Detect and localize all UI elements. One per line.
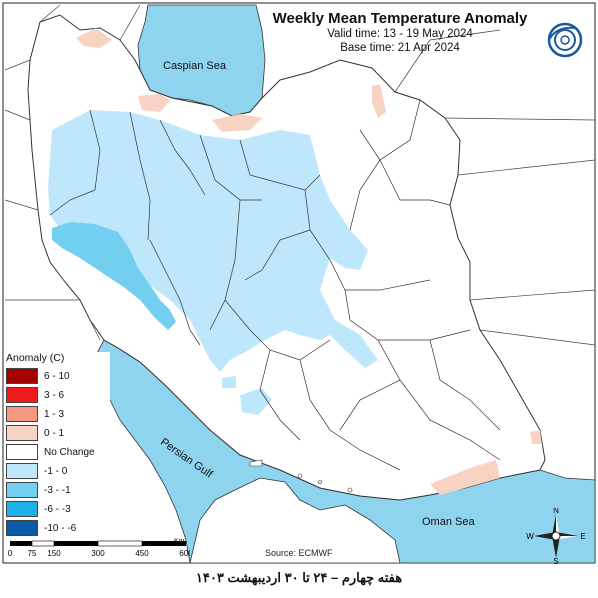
map-title: Weekly Mean Temperature Anomaly <box>272 10 528 27</box>
legend-swatch <box>6 501 38 517</box>
warm-patch-gilan <box>138 94 170 112</box>
organization-logo-icon <box>547 22 583 58</box>
legend-rows: 6 - 10 3 - 6 1 - 3 0 - 1 No Change -1 - 0 -3 -… <box>6 367 110 537</box>
cool-region-light-west <box>222 376 236 388</box>
legend-label: 3 - 6 <box>44 389 65 401</box>
valid-time: Valid time: 13 - 19 May 2024 <box>327 28 473 40</box>
province-borders <box>49 99 501 471</box>
arabia-coast <box>189 477 401 564</box>
legend-item: -1 - 0 <box>6 462 110 480</box>
scale-tick-label: 150 <box>47 549 61 558</box>
legend: Anomaly (C) 6 - 10 3 - 6 1 - 3 0 - 1 No Chan… <box>6 352 110 538</box>
compass-s: S <box>553 557 558 564</box>
warm-patch-baluchestan <box>430 460 500 495</box>
legend-item: -10 - -6 <box>6 519 110 537</box>
legend-swatch <box>6 463 38 479</box>
neighbor-borders <box>4 4 596 346</box>
legend-item: 1 - 3 <box>6 405 110 423</box>
legend-item: 6 - 10 <box>6 367 110 385</box>
compass-rose-icon: N S W E <box>526 508 585 564</box>
cool-region-light <box>48 110 378 372</box>
scale-tick-label: 0 <box>8 549 13 558</box>
legend-item: -6 - -3 <box>6 500 110 518</box>
scale-tick-label: 75 <box>28 549 37 558</box>
oman-sea-label: Oman Sea <box>422 516 475 528</box>
title-block: Weekly Mean Temperature Anomaly Valid ti… <box>250 10 550 55</box>
legend-swatch <box>6 368 38 384</box>
warm-patch-north <box>76 28 112 48</box>
legend-item: 3 - 6 <box>6 386 110 404</box>
scale-bar: 0 75 150 300 450 600 <box>8 540 190 558</box>
legend-label: -6 - -3 <box>44 503 71 515</box>
legend-title: Anomaly (C) <box>6 352 65 364</box>
legend-label: 6 - 10 <box>44 370 70 382</box>
legend-swatch <box>6 406 38 422</box>
legend-swatch <box>6 425 38 441</box>
legend-item: No Change <box>6 443 110 461</box>
legend-label: 0 - 1 <box>44 427 65 439</box>
legend-label: 1 - 3 <box>44 408 65 420</box>
legend-label: -1 - 0 <box>44 465 68 477</box>
source-label: Source: ECMWF <box>265 548 333 558</box>
scale-tick-label: 450 <box>135 549 149 558</box>
scale-tick-label: 300 <box>91 549 105 558</box>
scale-tick-label: 600 <box>179 549 190 558</box>
warm-patch-mazandaran <box>212 114 262 132</box>
warm-patch-southeast <box>530 430 542 444</box>
legend-label: -10 - -6 <box>44 522 77 534</box>
base-time: Base time: 21 Apr 2024 <box>340 42 460 54</box>
caspian-sea-label: Caspian Sea <box>163 60 226 72</box>
legend-swatch <box>6 387 38 403</box>
persian-caption: هفته چهارم – ۲۴ تا ۳۰ اردیبهشت ۱۴۰۳ <box>195 570 403 585</box>
compass-w: W <box>526 532 534 541</box>
legend-item: 0 - 1 <box>6 424 110 442</box>
compass-n: N <box>553 508 559 515</box>
legend-label: -3 - -1 <box>44 484 71 496</box>
legend-swatch <box>6 520 38 536</box>
legend-label: No Change <box>44 446 95 458</box>
compass-e: E <box>580 532 585 541</box>
cool-region-light-south <box>240 388 272 415</box>
legend-swatch <box>6 444 38 460</box>
legend-swatch <box>6 482 38 498</box>
scale-unit: Km <box>174 538 185 545</box>
legend-item: -3 - -1 <box>6 481 110 499</box>
warm-patch-khorasan <box>372 84 386 118</box>
cool-region-mid <box>52 222 176 330</box>
